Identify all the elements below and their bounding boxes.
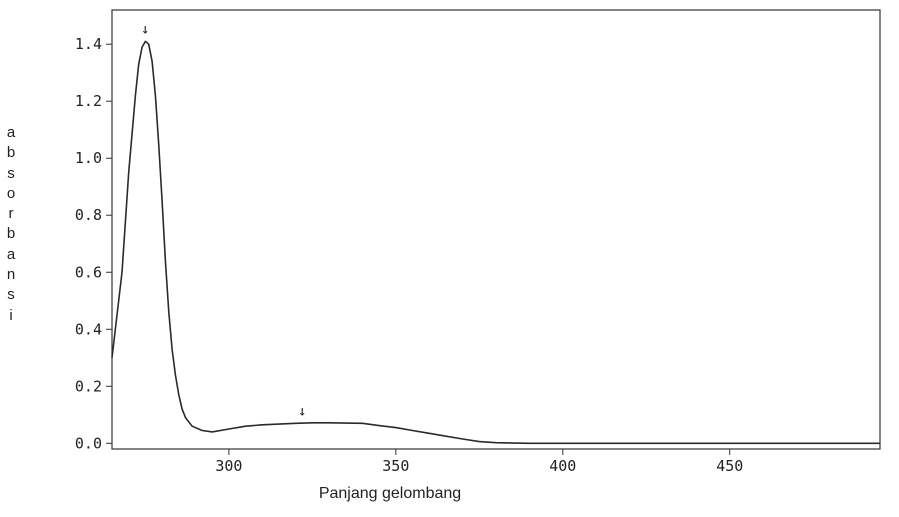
y-axis-label-letter: o (6, 184, 16, 202)
y-axis-label-letter: b (6, 225, 16, 243)
peak-marker: ↓ (141, 21, 149, 37)
y-tick-label: 1.0 (75, 149, 102, 167)
plot-frame (111, 9, 881, 450)
y-tick-label: 0.4 (75, 320, 102, 338)
x-axis-label: Panjang gelombang (318, 485, 462, 502)
y-axis-label-letter: n (6, 266, 16, 284)
y-axis-label-letter: b (6, 144, 16, 162)
y-tick-label: 1.2 (75, 92, 102, 110)
series-line (111, 40, 880, 445)
y-axis-label-letter: s (7, 286, 15, 304)
y-axis-label-letter: a (6, 245, 16, 263)
x-tick-label: 450 (716, 457, 743, 475)
y-axis-label-letter: i (9, 306, 13, 324)
y-axis-label-letter: r (8, 205, 14, 223)
y-axis-label-letter: s (7, 164, 15, 182)
y-axis-label-letter: a (6, 124, 16, 141)
y-tick-label: 0.8 (75, 206, 102, 224)
y-tick-label: 0.6 (75, 263, 102, 281)
y-tick-label: 0.0 (75, 434, 102, 452)
x-tick-label: 300 (215, 457, 242, 475)
y-tick-label: 0.2 (75, 377, 102, 395)
y-tick-label: 1.4 (75, 35, 102, 53)
x-tick-label: 400 (549, 457, 576, 475)
x-tick-label: 350 (382, 457, 409, 475)
peak-marker: ↓ (298, 403, 306, 419)
